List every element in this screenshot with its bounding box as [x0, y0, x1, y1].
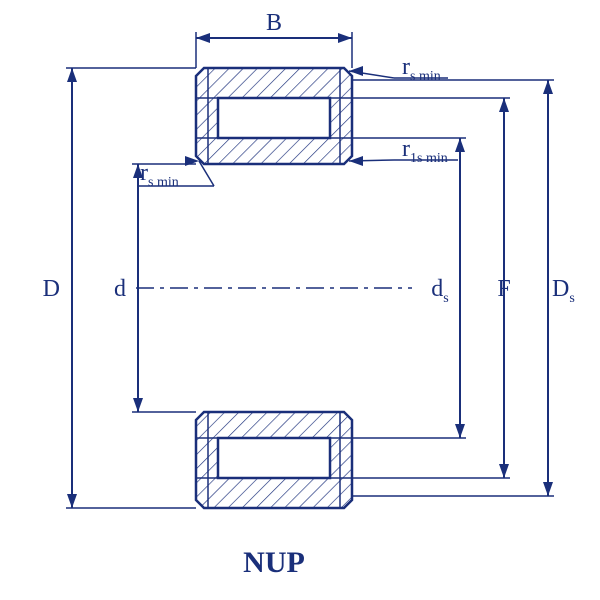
diagram-title: NUP [243, 546, 305, 579]
dim-label: Ds [552, 276, 575, 306]
dim-label: B [266, 10, 282, 36]
dim-label: r1s min [402, 136, 448, 166]
dim-label: F [497, 276, 510, 302]
dim-label: ds [431, 276, 448, 306]
dim-label: D [43, 276, 60, 302]
bearing-diagram: BDddsFDsrs minr1s minrs minNUP [0, 0, 600, 600]
dim-label: rs min [402, 54, 441, 84]
dim-label: d [114, 276, 126, 302]
